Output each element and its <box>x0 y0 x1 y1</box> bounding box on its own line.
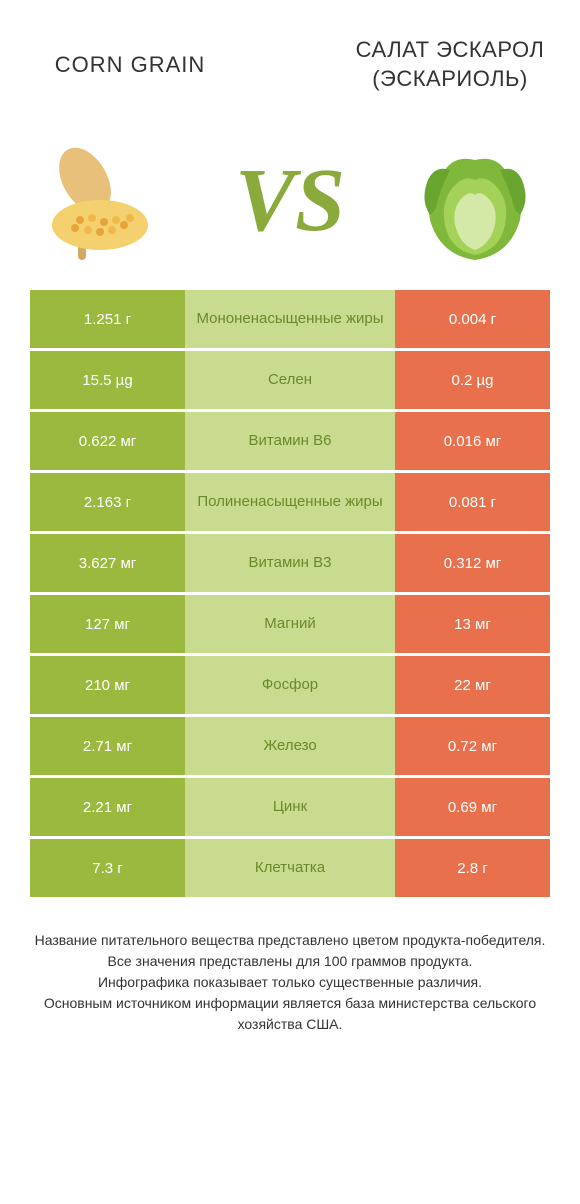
left-value: 2.21 мг <box>30 778 185 836</box>
footer-line-2: Все значения представлены для 100 граммо… <box>30 951 550 972</box>
vs-label: VS <box>235 149 345 252</box>
nutrient-label: Мононенасыщенные жиры <box>185 290 395 348</box>
comparison-table: 1.251 гМононенасыщенные жиры0.004 г15.5 … <box>0 290 580 897</box>
escarole-image <box>400 130 550 270</box>
right-value: 0.016 мг <box>395 412 550 470</box>
footer-notes: Название питательного вещества представл… <box>0 900 580 1035</box>
left-value: 2.163 г <box>30 473 185 531</box>
footer-line-4: Основным источником информации является … <box>30 993 550 1035</box>
nutrient-label: Полиненасыщенные жиры <box>185 473 395 531</box>
left-product-title: CORN GRAIN <box>30 52 230 78</box>
images-row: VS <box>0 120 580 290</box>
table-row: 210 мгФосфор22 мг <box>30 656 550 714</box>
nutrient-label: Фосфор <box>185 656 395 714</box>
right-value: 0.312 мг <box>395 534 550 592</box>
left-value: 1.251 г <box>30 290 185 348</box>
right-value: 13 мг <box>395 595 550 653</box>
left-value: 15.5 µg <box>30 351 185 409</box>
table-row: 7.3 гКлетчатка2.8 г <box>30 839 550 897</box>
left-value: 2.71 мг <box>30 717 185 775</box>
right-product-title: САЛАТ ЭСКАРОЛ (ЭСКАРИОЛЬ) <box>350 36 550 93</box>
right-value: 0.69 мг <box>395 778 550 836</box>
nutrient-label: Клетчатка <box>185 839 395 897</box>
table-row: 2.21 мгЦинк0.69 мг <box>30 778 550 836</box>
right-value: 0.72 мг <box>395 717 550 775</box>
nutrient-label: Железо <box>185 717 395 775</box>
right-value: 2.8 г <box>395 839 550 897</box>
right-value: 0.2 µg <box>395 351 550 409</box>
left-value: 7.3 г <box>30 839 185 897</box>
left-value: 127 мг <box>30 595 185 653</box>
table-row: 127 мгМагний13 мг <box>30 595 550 653</box>
table-row: 3.627 мгВитамин B30.312 мг <box>30 534 550 592</box>
right-value: 0.081 г <box>395 473 550 531</box>
table-row: 2.163 гПолиненасыщенные жиры0.081 г <box>30 473 550 531</box>
corn-image <box>30 130 180 270</box>
nutrient-label: Магний <box>185 595 395 653</box>
footer-line-1: Название питательного вещества представл… <box>30 930 550 951</box>
nutrient-label: Витамин B6 <box>185 412 395 470</box>
nutrient-label: Цинк <box>185 778 395 836</box>
right-value: 0.004 г <box>395 290 550 348</box>
table-row: 15.5 µgСелен0.2 µg <box>30 351 550 409</box>
left-value: 0.622 мг <box>30 412 185 470</box>
table-row: 0.622 мгВитамин B60.016 мг <box>30 412 550 470</box>
left-value: 210 мг <box>30 656 185 714</box>
left-value: 3.627 мг <box>30 534 185 592</box>
right-value: 22 мг <box>395 656 550 714</box>
nutrient-label: Селен <box>185 351 395 409</box>
header: CORN GRAIN САЛАТ ЭСКАРОЛ (ЭСКАРИОЛЬ) <box>0 0 580 120</box>
table-row: 2.71 мгЖелезо0.72 мг <box>30 717 550 775</box>
nutrient-label: Витамин B3 <box>185 534 395 592</box>
footer-line-3: Инфографика показывает только существенн… <box>30 972 550 993</box>
table-row: 1.251 гМононенасыщенные жиры0.004 г <box>30 290 550 348</box>
